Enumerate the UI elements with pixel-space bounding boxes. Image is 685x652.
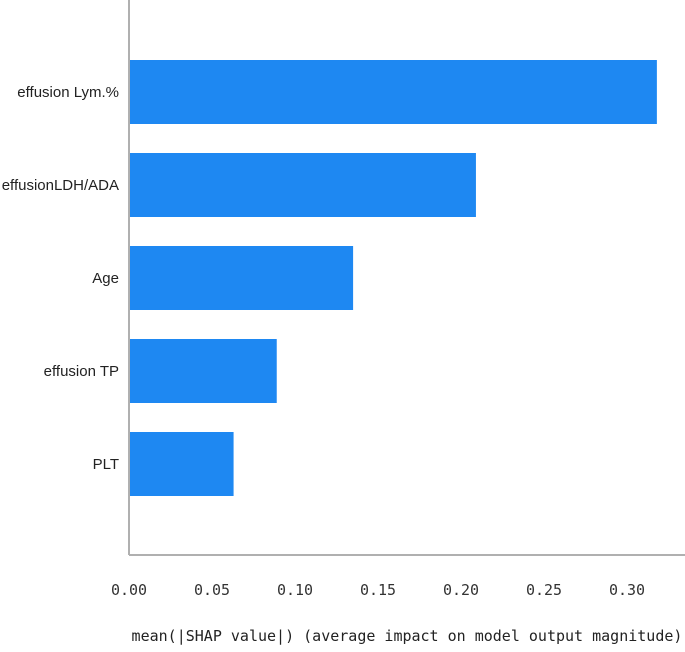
x-tick-label-3: 0.15 — [360, 581, 396, 599]
x-tick-label-2: 0.10 — [277, 581, 313, 599]
category-labels: effusion Lym.% effusionLDH/ADA Age effusion… — [2, 84, 119, 473]
x-tick-label-0: 0.00 — [111, 581, 147, 599]
x-axis-title: mean(|SHAP value|) (average impact on mo… — [132, 627, 683, 645]
category-label-2: Age — [92, 270, 119, 287]
bar-3 — [129, 339, 277, 403]
bar-2 — [129, 246, 354, 310]
x-tick-label-6: 0.30 — [609, 581, 645, 599]
bar-1 — [129, 153, 476, 217]
x-tick-label-1: 0.05 — [194, 581, 230, 599]
x-tick-labels: 0.00 0.05 0.10 0.15 0.20 0.25 0.30 — [111, 581, 645, 599]
x-tick-label-5: 0.25 — [526, 581, 562, 599]
x-tick-label-4: 0.20 — [443, 581, 479, 599]
category-label-4: PLT — [93, 456, 119, 473]
category-label-1: effusionLDH/ADA — [2, 177, 119, 194]
bar-0 — [129, 60, 657, 124]
bars-layer — [129, 60, 657, 496]
category-label-0: effusion Lym.% — [17, 84, 119, 101]
bar-4 — [129, 432, 234, 496]
category-label-3: effusion TP — [44, 363, 119, 380]
